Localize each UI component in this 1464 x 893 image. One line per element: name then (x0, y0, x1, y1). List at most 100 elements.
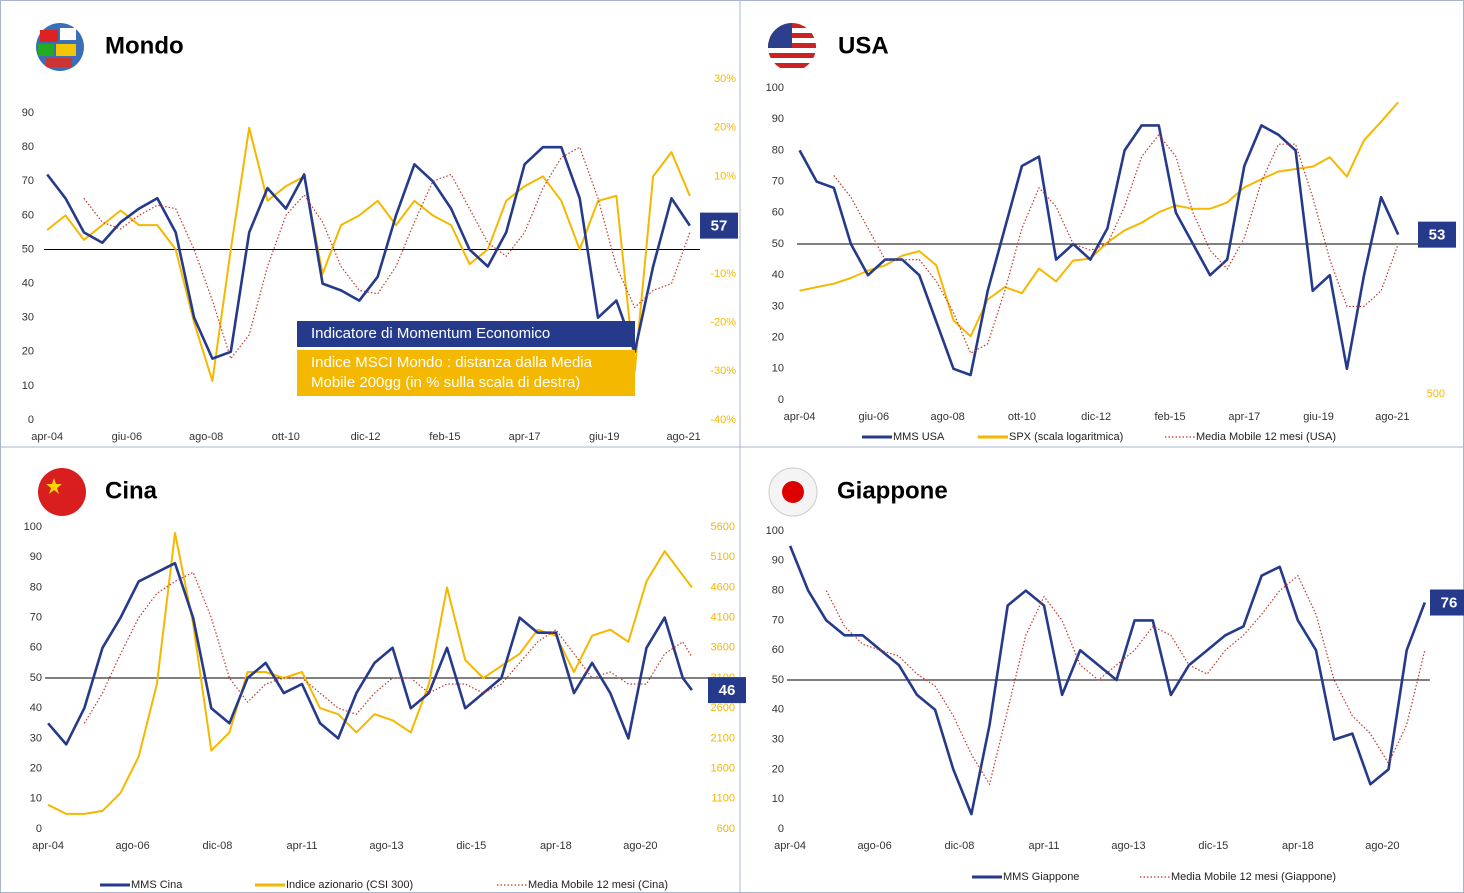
x-tick-label: ago-08 (189, 431, 223, 443)
series-line (825, 575, 1426, 785)
y-tick-label: 30 (30, 732, 42, 744)
x-tick-label: apr-11 (286, 840, 317, 852)
y2-tick-label: 5600 (711, 521, 735, 533)
legend-label: SPX (scala logaritmica) (1009, 431, 1123, 443)
y-tick-label: 20 (772, 332, 784, 344)
x-tick-label: apr-17 (509, 431, 541, 443)
x-tick-label: ago-21 (666, 431, 700, 443)
value-badge (700, 212, 738, 239)
y2-tick-label: 4100 (711, 612, 735, 624)
y-tick-label: 50 (772, 238, 784, 250)
x-tick-label: ago-06 (115, 840, 149, 852)
y-tick-label: 80 (772, 144, 784, 156)
y-tick-label: 90 (22, 107, 34, 119)
x-tick-label: ott-10 (1008, 411, 1036, 423)
series-line (47, 561, 693, 746)
y-tick-label: 100 (766, 82, 784, 94)
y-tick-label: 90 (772, 555, 784, 567)
y-tick-label: 0 (778, 823, 784, 835)
series-line (788, 545, 1427, 816)
x-tick-label: dic-08 (944, 840, 974, 852)
y2-tick-label: -20% (710, 316, 736, 328)
y2-tick-label: 20% (714, 122, 736, 134)
y-tick-label: 70 (772, 176, 784, 188)
flag-china (38, 468, 86, 516)
y-tick-label: 30 (772, 300, 784, 312)
y2-tick-label: 30% (714, 73, 736, 85)
x-tick-label: ago-13 (369, 840, 403, 852)
y2-tick-label: 4600 (711, 581, 735, 593)
y-tick-label: 20 (772, 763, 784, 775)
y-tick-label: 10 (22, 380, 34, 392)
x-tick-label: giu-19 (1303, 411, 1334, 423)
x-tick-label: apr-04 (774, 840, 806, 852)
y-tick-label: 40 (772, 269, 784, 281)
y-tick-label: 80 (30, 581, 42, 593)
y2-tick-label: 3600 (711, 642, 735, 654)
legend-label: MMS Giappone (1003, 871, 1079, 883)
legend-label: Media Mobile 12 mesi (Cina) (528, 879, 668, 891)
y-tick-label: 40 (772, 704, 784, 716)
y-tick-label: 0 (28, 414, 34, 426)
y-tick-label: 80 (772, 585, 784, 597)
y2-tick-label: 600 (717, 823, 735, 835)
legend-label: Indice MSCI Mondo : distanza dalla Media… (297, 350, 635, 396)
chart-title: Mondo (105, 32, 184, 59)
y-tick-label: 50 (772, 674, 784, 686)
x-tick-label: apr-17 (1228, 411, 1260, 423)
y-tick-label: 60 (30, 642, 42, 654)
y-tick-label: 70 (22, 175, 34, 187)
y-tick-label: 40 (30, 702, 42, 714)
x-tick-label: giu-06 (859, 411, 890, 423)
x-tick-label: dic-15 (1198, 840, 1228, 852)
y-tick-label: 60 (772, 207, 784, 219)
x-tick-label: ago-20 (623, 840, 657, 852)
y-tick-label: 50 (30, 672, 42, 684)
x-tick-label: apr-04 (784, 411, 816, 423)
x-tick-label: ago-13 (1111, 840, 1145, 852)
y-tick-label: 10 (30, 793, 42, 805)
x-tick-label: ago-20 (1365, 840, 1399, 852)
y2-tick-label: -10% (710, 268, 736, 280)
legend-label: Media Mobile 12 mesi (Giappone) (1171, 871, 1336, 883)
x-tick-label: ott-10 (272, 431, 300, 443)
x-tick-label: apr-18 (1282, 840, 1314, 852)
y-tick-label: 80 (22, 141, 34, 153)
legend-box: Indice MSCI Mondo : distanza dalla Media… (297, 350, 635, 396)
x-tick-label: ago-08 (931, 411, 965, 423)
chart-title: Giappone (837, 477, 948, 504)
y-tick-label: 100 (766, 525, 784, 537)
y-tick-label: 0 (778, 394, 784, 406)
x-tick-label: dic-08 (202, 840, 232, 852)
y2-tick-label: -30% (710, 365, 736, 377)
y2-tick-label: -40% (710, 414, 736, 426)
y-tick-label: 10 (772, 793, 784, 805)
y-tick-label: 0 (36, 823, 42, 835)
y-tick-label: 20 (22, 346, 34, 358)
value-badge-label: 76 (1441, 594, 1458, 611)
value-badge (1418, 221, 1456, 248)
flag-japan (768, 467, 818, 517)
value-badge-label: 53 (1429, 227, 1446, 244)
y-tick-label: 90 (772, 113, 784, 125)
x-tick-label: dic-12 (1081, 411, 1111, 423)
y2-tick-label: 500 (1427, 388, 1445, 400)
x-tick-label: feb-15 (1154, 411, 1185, 423)
x-tick-label: giu-06 (112, 431, 143, 443)
y-tick-label: 20 (30, 763, 42, 775)
x-tick-label: dic-12 (351, 431, 381, 443)
chart-title: USA (838, 32, 889, 59)
x-tick-label: apr-11 (1028, 840, 1059, 852)
y-tick-label: 100 (24, 521, 42, 533)
y2-tick-label: 2100 (711, 732, 735, 744)
x-tick-label: apr-04 (31, 431, 63, 443)
y2-tick-label: 1600 (711, 763, 735, 775)
value-badge-label: 57 (711, 218, 728, 235)
value-badge (1430, 589, 1464, 616)
y2-tick-label: 5100 (711, 551, 735, 563)
x-tick-label: feb-15 (429, 431, 460, 443)
y-tick-label: 30 (772, 734, 784, 746)
y-tick-label: 60 (772, 644, 784, 656)
value-badge-label: 46 (719, 682, 736, 699)
